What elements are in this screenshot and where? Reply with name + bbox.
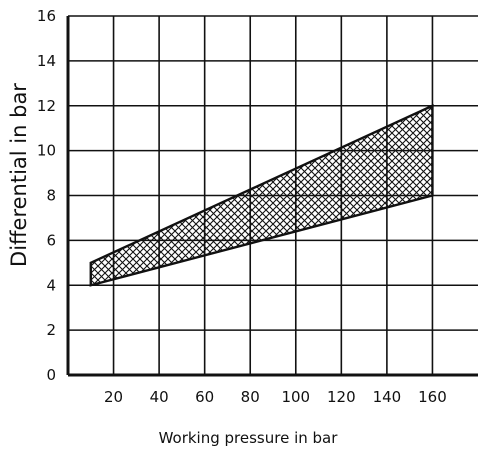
x-tick-label: 100 <box>281 388 310 406</box>
band-layer <box>89 103 434 287</box>
differential-band <box>89 103 434 287</box>
x-tick-label: 60 <box>195 388 214 406</box>
y-tick-label: 6 <box>46 231 56 249</box>
y-tick-label: 2 <box>46 321 56 339</box>
y-tick-label: 8 <box>46 187 56 205</box>
y-tick-label: 10 <box>37 142 56 160</box>
y-tick-label: 0 <box>46 366 56 384</box>
x-tick-label: 160 <box>418 388 447 406</box>
axes <box>66 16 478 377</box>
tick-labels: 0 2 4 6 8 10 12 14 16 20 40 60 80 100 120 140 160 <box>37 7 447 406</box>
y-tick-label: 14 <box>37 52 56 70</box>
x-tick-label: 120 <box>327 388 356 406</box>
x-tick-label: 20 <box>104 388 123 406</box>
y-tick-label: 16 <box>37 7 56 25</box>
y-tick-label: 4 <box>46 276 56 294</box>
x-axis-title: Working pressure in bar <box>159 429 339 447</box>
y-tick-label: 12 <box>37 97 56 115</box>
y-axis-title: Differential in bar <box>7 83 31 267</box>
x-tick-label: 40 <box>150 388 169 406</box>
x-tick-label: 80 <box>241 388 260 406</box>
x-tick-label: 140 <box>373 388 402 406</box>
